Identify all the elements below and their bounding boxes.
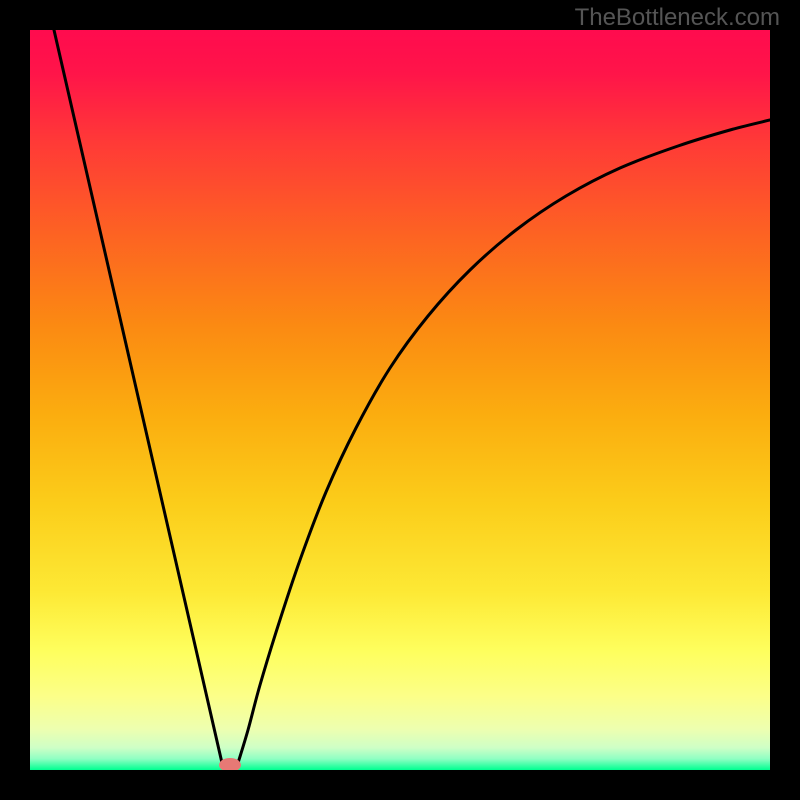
curve-left-segment xyxy=(54,30,222,763)
chart-container: TheBottleneck.com xyxy=(0,0,800,800)
curve-right-segment xyxy=(238,120,770,763)
plot-area xyxy=(30,30,770,770)
watermark-text: TheBottleneck.com xyxy=(575,4,780,32)
curve-layer xyxy=(30,30,770,770)
